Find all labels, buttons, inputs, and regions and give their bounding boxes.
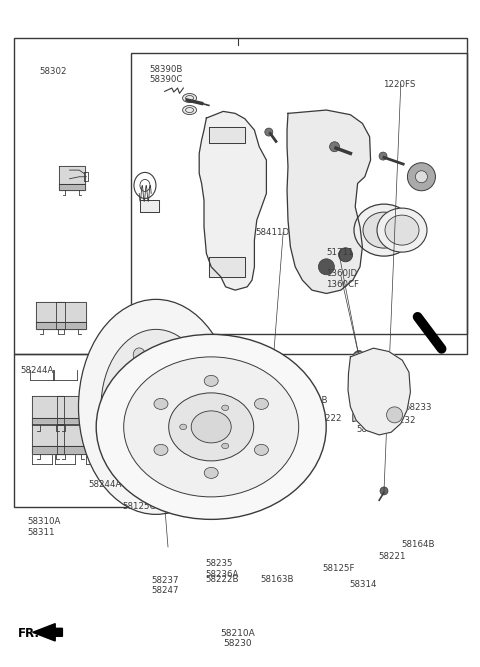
Circle shape	[318, 259, 335, 275]
Text: 58221: 58221	[379, 552, 406, 562]
Text: 58254B
58264A: 58254B 58264A	[122, 457, 156, 477]
Polygon shape	[140, 200, 159, 212]
Ellipse shape	[191, 411, 231, 443]
Text: 1220FS: 1220FS	[383, 79, 415, 89]
Polygon shape	[32, 396, 64, 418]
Ellipse shape	[154, 398, 168, 410]
Text: 58125C: 58125C	[122, 502, 156, 511]
Text: 58244A: 58244A	[20, 366, 54, 375]
Text: 58232: 58232	[389, 416, 416, 425]
Text: 58213: 58213	[356, 425, 384, 434]
Ellipse shape	[167, 348, 179, 362]
Text: 1360JD
1360CF: 1360JD 1360CF	[326, 269, 360, 289]
Ellipse shape	[354, 204, 414, 256]
Polygon shape	[33, 624, 62, 641]
Ellipse shape	[154, 444, 168, 456]
Text: 51711: 51711	[326, 248, 354, 257]
Circle shape	[386, 407, 403, 423]
Circle shape	[338, 248, 353, 261]
Polygon shape	[36, 302, 65, 322]
Ellipse shape	[183, 400, 196, 414]
Ellipse shape	[254, 398, 268, 410]
Bar	[131, 53, 467, 334]
Ellipse shape	[182, 93, 197, 103]
Text: FR.: FR.	[18, 627, 40, 640]
Polygon shape	[287, 110, 371, 293]
Text: 58164B: 58164B	[295, 396, 328, 406]
Ellipse shape	[222, 443, 228, 449]
Ellipse shape	[377, 208, 427, 252]
Text: 58233: 58233	[405, 403, 432, 412]
Polygon shape	[59, 166, 85, 184]
Ellipse shape	[180, 424, 187, 430]
Ellipse shape	[133, 348, 145, 362]
Circle shape	[126, 377, 186, 437]
Ellipse shape	[96, 334, 326, 520]
Ellipse shape	[204, 468, 218, 478]
Text: 58222B: 58222B	[205, 575, 239, 584]
Polygon shape	[32, 446, 64, 454]
Text: 58310A
58311: 58310A 58311	[28, 517, 61, 537]
Ellipse shape	[204, 376, 218, 386]
Text: 58237
58247: 58237 58247	[151, 576, 179, 596]
Text: 58244A: 58244A	[89, 480, 122, 489]
Polygon shape	[57, 396, 89, 418]
Polygon shape	[57, 424, 89, 446]
Text: 58164B: 58164B	[401, 540, 435, 549]
Ellipse shape	[167, 452, 179, 466]
Polygon shape	[199, 111, 266, 290]
Ellipse shape	[79, 299, 233, 514]
Text: 58210A
58230: 58210A 58230	[220, 629, 255, 648]
Text: 58222: 58222	[314, 414, 342, 424]
Polygon shape	[32, 424, 64, 446]
Circle shape	[380, 487, 388, 495]
Polygon shape	[59, 184, 85, 190]
Circle shape	[415, 171, 427, 183]
Polygon shape	[57, 418, 89, 425]
Ellipse shape	[222, 405, 228, 411]
Ellipse shape	[254, 444, 268, 456]
Polygon shape	[56, 302, 86, 322]
Polygon shape	[56, 322, 86, 329]
Ellipse shape	[133, 452, 145, 466]
Bar	[14, 354, 153, 507]
Text: 58302: 58302	[40, 67, 67, 76]
Circle shape	[330, 142, 339, 151]
Polygon shape	[209, 257, 245, 277]
Ellipse shape	[385, 215, 419, 245]
Ellipse shape	[168, 393, 254, 461]
Polygon shape	[146, 352, 170, 364]
Ellipse shape	[117, 400, 129, 414]
Circle shape	[379, 152, 387, 160]
Polygon shape	[353, 366, 366, 422]
Circle shape	[408, 163, 435, 191]
Text: 58390B
58390C: 58390B 58390C	[150, 65, 183, 85]
Ellipse shape	[101, 329, 211, 484]
Circle shape	[265, 128, 273, 136]
Text: 58163B: 58163B	[261, 575, 294, 584]
Text: 58314: 58314	[349, 580, 377, 589]
Ellipse shape	[363, 212, 405, 248]
Polygon shape	[57, 446, 89, 454]
Polygon shape	[348, 348, 410, 435]
Circle shape	[354, 351, 364, 360]
Polygon shape	[209, 127, 245, 143]
Polygon shape	[384, 360, 396, 424]
Polygon shape	[36, 322, 65, 329]
Bar	[14, 38, 467, 354]
Text: 58235
58236A: 58235 58236A	[205, 559, 239, 579]
Ellipse shape	[124, 357, 299, 497]
Text: 58125F: 58125F	[323, 564, 355, 573]
Polygon shape	[32, 418, 64, 425]
Circle shape	[141, 392, 171, 422]
Ellipse shape	[182, 105, 197, 115]
Text: 58411D: 58411D	[255, 227, 289, 237]
